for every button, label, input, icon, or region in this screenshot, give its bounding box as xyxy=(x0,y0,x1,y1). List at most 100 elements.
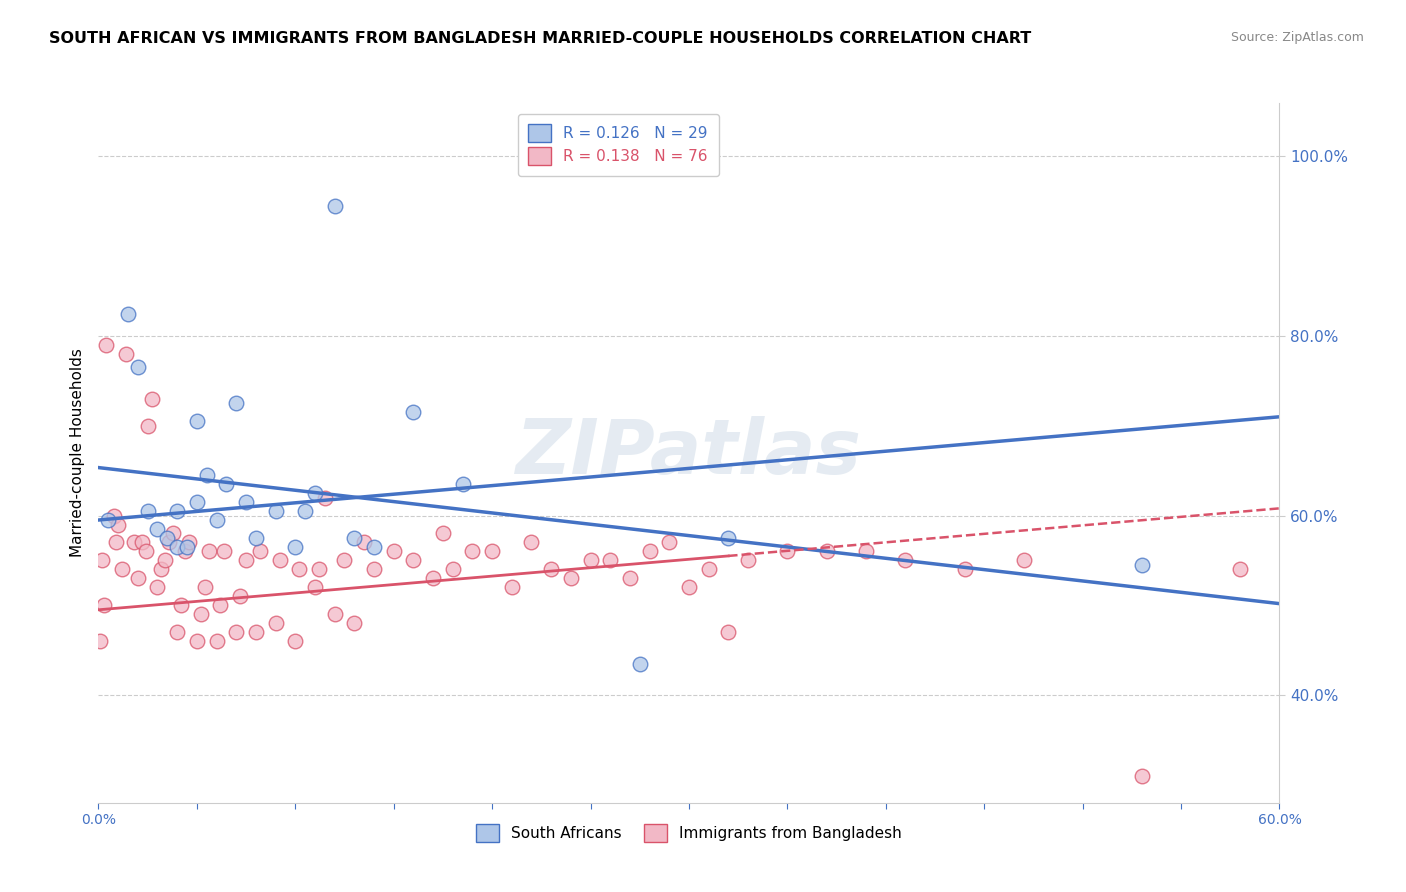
Point xyxy=(894,553,917,567)
Point xyxy=(131,535,153,549)
Point xyxy=(127,360,149,375)
Point xyxy=(353,535,375,549)
Point xyxy=(117,307,139,321)
Text: Source: ZipAtlas.com: Source: ZipAtlas.com xyxy=(1230,31,1364,45)
Point xyxy=(717,625,740,640)
Point xyxy=(461,544,484,558)
Point xyxy=(284,540,307,554)
Point xyxy=(166,625,188,640)
Point xyxy=(136,418,159,433)
Point xyxy=(186,495,208,509)
Point xyxy=(308,562,330,576)
Point xyxy=(141,392,163,406)
Point xyxy=(284,634,307,648)
Point xyxy=(481,544,503,558)
Text: ZIPatlas: ZIPatlas xyxy=(516,416,862,490)
Point xyxy=(235,495,257,509)
Point xyxy=(225,396,247,410)
Point xyxy=(540,562,562,576)
Point xyxy=(288,562,311,576)
Point xyxy=(205,634,228,648)
Point xyxy=(146,522,169,536)
Point xyxy=(697,562,720,576)
Point xyxy=(1130,558,1153,572)
Point xyxy=(1012,553,1035,567)
Point xyxy=(422,571,444,585)
Point xyxy=(91,553,114,567)
Point xyxy=(209,599,232,613)
Point xyxy=(150,562,173,576)
Point xyxy=(599,553,621,567)
Point xyxy=(235,553,257,567)
Point xyxy=(678,580,700,594)
Point xyxy=(166,540,188,554)
Point xyxy=(451,477,474,491)
Point xyxy=(190,607,212,622)
Point xyxy=(619,571,641,585)
Point xyxy=(343,531,366,545)
Point xyxy=(245,531,267,545)
Text: SOUTH AFRICAN VS IMMIGRANTS FROM BANGLADESH MARRIED-COUPLE HOUSEHOLDS CORRELATIO: SOUTH AFRICAN VS IMMIGRANTS FROM BANGLAD… xyxy=(49,31,1032,46)
Point xyxy=(363,562,385,576)
Point xyxy=(111,562,134,576)
Point xyxy=(304,580,326,594)
Point xyxy=(214,544,236,558)
Point xyxy=(197,544,219,558)
Point xyxy=(323,199,346,213)
Point xyxy=(225,625,247,640)
Point xyxy=(333,553,356,567)
Point xyxy=(135,544,157,558)
Point xyxy=(136,504,159,518)
Point xyxy=(195,468,218,483)
Point xyxy=(294,504,316,518)
Point xyxy=(520,535,543,549)
Point xyxy=(323,607,346,622)
Point xyxy=(107,517,129,532)
Point xyxy=(776,544,799,558)
Point xyxy=(855,544,877,558)
Point xyxy=(89,634,111,648)
Point xyxy=(166,504,188,518)
Point xyxy=(157,535,180,549)
Point xyxy=(245,625,267,640)
Point xyxy=(103,508,125,523)
Point xyxy=(105,535,128,549)
Point xyxy=(186,634,208,648)
Point xyxy=(402,553,425,567)
Point xyxy=(176,540,198,554)
Point xyxy=(205,513,228,527)
Point xyxy=(343,616,366,631)
Point xyxy=(96,338,118,352)
Point xyxy=(658,535,681,549)
Point xyxy=(93,599,115,613)
Point xyxy=(162,526,184,541)
Point xyxy=(717,531,740,545)
Point xyxy=(737,553,759,567)
Point xyxy=(229,590,252,604)
Point xyxy=(501,580,523,594)
Point xyxy=(815,544,838,558)
Point xyxy=(127,571,149,585)
Point xyxy=(146,580,169,594)
Point xyxy=(155,553,177,567)
Point xyxy=(215,477,238,491)
Point xyxy=(402,405,425,419)
Point xyxy=(628,657,651,671)
Point xyxy=(441,562,464,576)
Point xyxy=(304,486,326,500)
Point xyxy=(382,544,405,558)
Point xyxy=(953,562,976,576)
Point xyxy=(1130,769,1153,783)
Point xyxy=(560,571,582,585)
Point xyxy=(249,544,271,558)
Point xyxy=(432,526,454,541)
Point xyxy=(314,491,336,505)
Point xyxy=(638,544,661,558)
Point xyxy=(363,540,385,554)
Point xyxy=(156,531,179,545)
Point xyxy=(264,504,287,518)
Point xyxy=(579,553,602,567)
Point xyxy=(115,347,138,361)
Point xyxy=(186,414,208,428)
Point xyxy=(122,535,145,549)
